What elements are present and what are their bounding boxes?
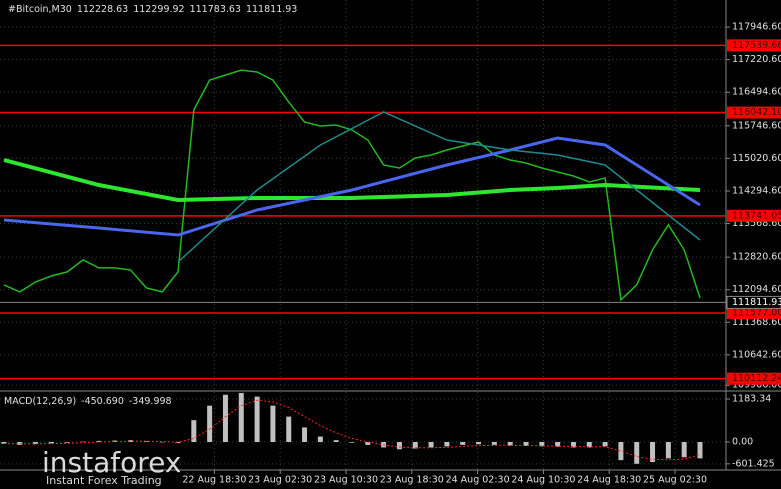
histogram-bar <box>365 442 371 445</box>
close: 111811.93 <box>246 4 297 15</box>
y-tick-label: 112094.60 <box>732 284 781 295</box>
histogram-bar <box>270 405 276 443</box>
y-tick-label: -601.425 <box>732 458 775 469</box>
x-tick-label: 23 Aug 10:30 <box>314 475 378 486</box>
y-tick-label: 112820.60 <box>732 252 781 263</box>
histogram-bar <box>396 442 402 450</box>
last-price-label: 111811.93 <box>732 297 781 308</box>
histogram-bar <box>317 436 323 443</box>
series-line <box>3 158 701 203</box>
level-label: 110112.24 <box>732 373 781 384</box>
histogram-bar <box>175 442 181 444</box>
level-tag <box>727 306 781 319</box>
low: 111783.63 <box>190 4 241 15</box>
level-label: 116042.10 <box>732 107 781 118</box>
histogram-bar <box>650 442 656 462</box>
series-line <box>3 399 701 461</box>
histogram-bar <box>128 440 134 443</box>
watermark-brand: instaforex <box>42 446 181 479</box>
histogram-bar <box>17 442 23 445</box>
histogram-bar <box>238 392 244 443</box>
histogram-bar <box>507 442 513 446</box>
histogram-bar <box>681 442 687 458</box>
macd-signal: -349.998 <box>129 396 172 407</box>
histogram-bar <box>602 442 608 447</box>
y-tick-label: 109966.06 <box>732 380 781 391</box>
macd-header: MACD(12,26,9) -450.690 -349.998 <box>4 396 172 407</box>
x-tick-label: 22 Aug 18:30 <box>182 475 246 486</box>
y-tick-label: 117946.60 <box>732 22 781 33</box>
y-tick-label: 114294.60 <box>732 185 781 196</box>
high: 112299.92 <box>133 4 184 15</box>
histogram-bar <box>634 442 640 464</box>
histogram-bar <box>207 405 213 443</box>
histogram-bar <box>64 442 70 443</box>
level-label: 111577.00 <box>732 307 781 318</box>
histogram-bar <box>539 442 545 447</box>
histogram-bar <box>1 442 7 444</box>
macd-title: MACD(12,26,9) <box>4 396 76 407</box>
histogram-bar <box>112 440 118 443</box>
level-tag <box>727 209 781 222</box>
level-tag <box>727 39 781 52</box>
y-tick-label: 110642.60 <box>732 349 781 360</box>
histogram-bar <box>33 442 39 445</box>
x-tick-label: 23 Aug 02:30 <box>248 475 312 486</box>
y-tick-label: 115020.60 <box>732 153 781 164</box>
histogram-bar <box>286 416 292 443</box>
histogram-bar <box>444 442 450 447</box>
histogram-bar <box>333 440 339 443</box>
y-tick-label: 113568.60 <box>732 218 781 229</box>
level-tag <box>727 106 781 119</box>
y-tick-label: 117220.60 <box>732 54 781 65</box>
histogram-bar <box>222 394 228 443</box>
histogram-bar <box>460 442 466 445</box>
x-tick-label: 24 Aug 10:30 <box>511 475 575 486</box>
x-tick-label: 23 Aug 18:30 <box>380 475 444 486</box>
x-tick-label: 25 Aug 02:30 <box>643 475 707 486</box>
histogram-bar <box>618 442 624 461</box>
series-line <box>177 111 701 263</box>
level-tag <box>727 372 781 385</box>
histogram-bar <box>412 442 418 449</box>
histogram-bar <box>254 396 260 443</box>
histogram-bar <box>586 442 592 448</box>
histogram-bar <box>476 442 482 445</box>
histogram-bar <box>523 442 529 446</box>
symbol: #Bitcoin,M30 <box>8 4 72 15</box>
histogram-bar <box>555 442 561 447</box>
histogram-bar <box>302 427 308 443</box>
x-tick-label: 24 Aug 18:30 <box>577 475 641 486</box>
y-tick-label: 116494.60 <box>732 87 781 98</box>
histogram-bar <box>143 441 149 443</box>
macd-main: -450.690 <box>81 396 124 407</box>
x-tick-label: 24 Aug 02:30 <box>446 475 510 486</box>
last-price-tag <box>726 295 781 309</box>
histogram-bar <box>349 442 355 443</box>
histogram-bar <box>665 442 671 459</box>
series-line <box>3 69 701 302</box>
watermark-tagline: Instant Forex Trading <box>46 474 162 487</box>
y-tick-label: 111368.60 <box>732 317 781 328</box>
histogram-bar <box>491 442 497 445</box>
header: #Bitcoin,M30 112228.63 112299.92 111783.63 1… <box>8 4 297 15</box>
histogram-bar <box>48 442 54 444</box>
level-label: 117539.66 <box>732 40 781 51</box>
series-line <box>3 136 701 237</box>
histogram-bar <box>697 442 703 459</box>
y-tick-label: 0.00 <box>732 437 753 448</box>
histogram-bar <box>96 440 102 443</box>
histogram-bar <box>191 420 197 443</box>
histogram-bar <box>570 442 576 448</box>
y-tick-label: 1183.34 <box>732 394 771 405</box>
level-label: 113741.05 <box>732 210 781 221</box>
open: 112228.63 <box>77 4 128 15</box>
histogram-bar <box>428 442 434 448</box>
y-tick-label: 115746.60 <box>732 120 781 131</box>
